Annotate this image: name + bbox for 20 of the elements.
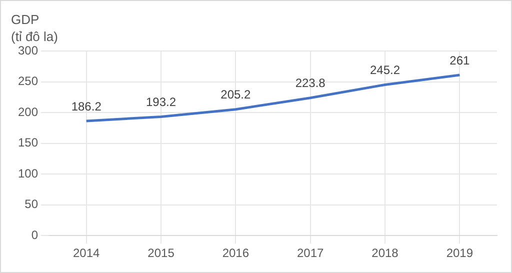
- data-label: 193.2: [146, 95, 176, 110]
- x-tick-label: 2019: [446, 246, 474, 260]
- y-tick-label: 150: [18, 136, 38, 150]
- y-tick-label: 0: [31, 228, 38, 242]
- y-tick-label: 250: [18, 74, 38, 88]
- y-tick-label: 300: [18, 43, 38, 58]
- data-label: 261: [450, 53, 470, 68]
- x-tick-label: 2015: [148, 246, 175, 260]
- data-label: 186.2: [71, 99, 102, 114]
- y-tick-label: 50: [24, 197, 38, 212]
- data-label: 205.2: [220, 88, 252, 102]
- data-label: 245.2: [370, 63, 400, 78]
- x-tick-label: 2014: [73, 246, 100, 260]
- y-axis-title: GDP (tỉ đô la): [11, 11, 58, 45]
- x-tick-label: 2016: [222, 246, 250, 260]
- x-tick-label: 2018: [372, 246, 399, 260]
- x-tick-label: 2017: [296, 246, 324, 260]
- y-tick-label: 100: [18, 166, 38, 180]
- data-label: 223.8: [295, 76, 326, 90]
- y-tick-label: 200: [18, 104, 38, 119]
